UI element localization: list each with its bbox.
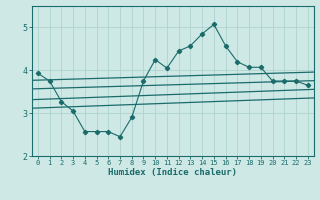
- X-axis label: Humidex (Indice chaleur): Humidex (Indice chaleur): [108, 168, 237, 177]
